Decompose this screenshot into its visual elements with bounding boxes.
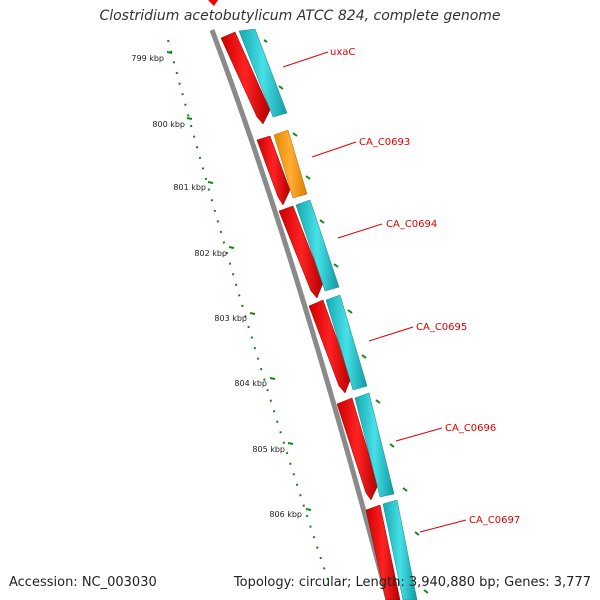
- feature-arrow[interactable]: [256, 135, 291, 206]
- gene-CA_C0694[interactable]: [278, 199, 340, 299]
- gene-CA_C0695[interactable]: [308, 294, 368, 394]
- gene-label[interactable]: CA_C0695: [416, 322, 467, 333]
- cds-bar[interactable]: [354, 392, 395, 498]
- ruler-tick-label: 802 kbp: [194, 249, 227, 258]
- gene-label[interactable]: CA_C0694: [386, 219, 437, 230]
- ruler-tick: [166, 51, 173, 54]
- ruler-tick: [186, 117, 193, 120]
- ruler-tick: [305, 508, 312, 511]
- cds-bar[interactable]: [382, 499, 418, 600]
- cds-bar[interactable]: [295, 199, 340, 292]
- ruler-tick: [207, 181, 214, 184]
- genome-summary: Topology: circular; Length: 3,940,880 bp…: [233, 575, 591, 590]
- feature-arrow[interactable]: [308, 299, 352, 394]
- leader-line: [337, 223, 383, 239]
- feature-tick-marks: [263, 39, 429, 594]
- ruler-tick-label: 804 kbp: [234, 379, 267, 388]
- accession-label: Accession: NC_003030: [9, 575, 157, 590]
- gene-CA_C0697[interactable]: [365, 499, 418, 600]
- ruler-tick-label: 801 kbp: [173, 183, 206, 192]
- page-title: Clostridium acetobutylicum ATCC 824, com…: [99, 8, 501, 24]
- gene-label[interactable]: CA_C0693: [359, 137, 410, 148]
- ruler-tick-label: 806 kbp: [269, 510, 302, 519]
- ruler-tick-label: 799 kbp: [131, 54, 164, 63]
- ruler-tick: [269, 377, 276, 380]
- feature-arrow[interactable]: [220, 31, 271, 125]
- leader-line: [419, 519, 467, 533]
- ruler-tick-label: 800 kbp: [152, 120, 185, 129]
- leader-line: [395, 427, 443, 442]
- feature-arrow[interactable]: [336, 397, 379, 501]
- cds-bar[interactable]: [238, 28, 288, 118]
- genome-backbone: [209, 29, 391, 600]
- gene-label[interactable]: CA_C0697: [469, 515, 520, 526]
- gene-CA_C0693[interactable]: [256, 129, 308, 206]
- gene-uxaC[interactable]: [220, 28, 288, 125]
- ruler-tick-label: 805 kbp: [252, 445, 285, 454]
- leader-line: [368, 326, 414, 342]
- leader-line: [282, 51, 329, 68]
- ruler-tick-label: 803 kbp: [214, 314, 247, 323]
- feature-arrow[interactable]: [365, 504, 401, 600]
- ruler-tick: [228, 246, 235, 249]
- cds-bar[interactable]: [325, 294, 368, 391]
- leader-lines: [282, 51, 467, 533]
- cds-bar[interactable]: [273, 129, 308, 199]
- ruler-tick: [249, 312, 256, 315]
- ruler-tick: [287, 442, 294, 445]
- feature-arrow[interactable]: [278, 205, 324, 299]
- leader-line: [311, 141, 357, 158]
- gene-CA_C0696[interactable]: [336, 392, 395, 501]
- feature-fragment: [208, 0, 218, 6]
- gene-label[interactable]: CA_C0696: [445, 423, 496, 434]
- gene-label[interactable]: uxaC: [330, 47, 355, 58]
